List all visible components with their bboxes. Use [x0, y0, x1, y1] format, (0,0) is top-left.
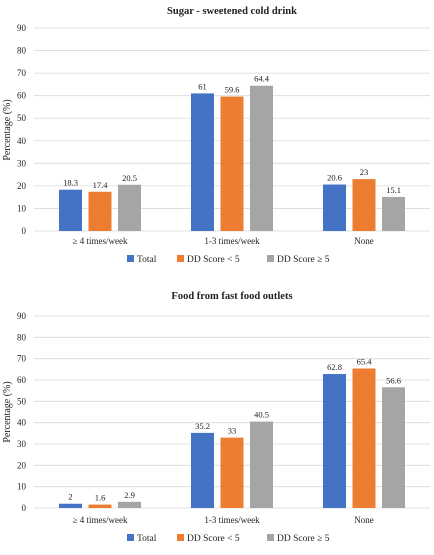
legend-swatch — [267, 255, 274, 262]
data-label: 1.6 — [95, 493, 106, 503]
y-tick-label: 60 — [17, 91, 27, 101]
bar-3 — [250, 421, 273, 508]
bar-1 — [191, 432, 214, 508]
bar-3 — [382, 196, 405, 231]
data-label: 61 — [198, 81, 207, 91]
data-label: 23 — [360, 167, 369, 177]
data-label: 17.4 — [93, 180, 109, 190]
legend-entry: Total — [137, 255, 157, 265]
data-label: 18.3 — [63, 178, 78, 188]
y-tick-label: 90 — [17, 23, 27, 33]
bar-1 — [323, 374, 346, 508]
legend-entry: DD Score ≥ 5 — [277, 534, 330, 544]
chart-1: Sugar - sweetened cold drink Percentage (… — [2, 6, 430, 265]
data-label: 2 — [68, 492, 72, 502]
y-tick-label: 50 — [17, 396, 27, 406]
bar-2 — [88, 504, 112, 508]
bar-3 — [118, 184, 141, 231]
data-label: 64.4 — [254, 74, 270, 84]
y-tick-label: 70 — [17, 354, 27, 364]
y-tick-label: 40 — [17, 418, 27, 428]
legend-swatch — [127, 534, 134, 541]
bar-2 — [352, 368, 376, 508]
bar-1 — [323, 184, 346, 231]
legend-swatch — [267, 534, 274, 541]
x-category-label: 1-3 times/week — [204, 515, 260, 525]
y-tick-label: 50 — [17, 113, 27, 123]
bar-1 — [191, 93, 214, 232]
legend: Total DD Score < 5 DD Score ≥ 5 — [127, 534, 330, 544]
legend-entry: Total — [137, 534, 157, 544]
bar-2 — [220, 437, 244, 508]
y-tick-label: 80 — [17, 332, 27, 342]
legend: Total DD Score < 5 DD Score ≥ 5 — [127, 255, 330, 265]
y-axis-label: Percentage (%) — [2, 99, 13, 160]
bar-2 — [220, 96, 244, 232]
chart-2: Food from fast food outlets Percentage (%… — [2, 291, 430, 544]
x-category-label: None — [354, 515, 374, 525]
y-tick-label: 90 — [17, 311, 27, 321]
data-label: 59.6 — [225, 85, 240, 95]
x-category-label: 1-3 times/week — [204, 236, 260, 246]
x-category-label: None — [354, 236, 374, 246]
x-category-label: ≥ 4 times/week — [73, 236, 128, 246]
legend-entry: DD Score ≥ 5 — [277, 255, 330, 265]
y-tick-label: 80 — [17, 46, 27, 56]
data-label: 20.6 — [327, 173, 342, 183]
y-tick-label: 60 — [17, 375, 27, 385]
data-label: 35.2 — [195, 421, 210, 431]
chart-title: Food from fast food outlets — [171, 291, 292, 302]
y-tick-label: 10 — [17, 482, 27, 492]
y-tick-label: 30 — [17, 439, 27, 449]
y-tick-label: 0 — [22, 503, 27, 513]
data-label: 62.8 — [327, 362, 342, 372]
data-label: 33 — [228, 426, 237, 436]
y-axis-label: Percentage (%) — [2, 381, 13, 442]
legend-swatch — [127, 255, 134, 262]
y-tick-label: 10 — [17, 203, 27, 213]
bar-1 — [59, 189, 82, 231]
legend-entry: DD Score < 5 — [187, 534, 240, 544]
bar-2 — [88, 191, 112, 231]
y-tick-label: 30 — [17, 158, 27, 168]
data-label: 20.5 — [122, 173, 137, 183]
data-label: 2.9 — [124, 490, 135, 500]
legend-entry: DD Score < 5 — [187, 255, 240, 265]
y-tick-label: 20 — [17, 460, 27, 470]
bar-3 — [250, 85, 273, 232]
data-label: 15.1 — [386, 185, 401, 195]
y-tick-label: 0 — [22, 226, 27, 236]
x-category-label: ≥ 4 times/week — [73, 515, 128, 525]
y-tick-label: 20 — [17, 181, 27, 191]
bar-3 — [382, 387, 405, 508]
bar-3 — [118, 501, 141, 508]
data-label: 56.6 — [386, 375, 401, 385]
legend-swatch — [177, 534, 184, 541]
y-tick-label: 70 — [17, 68, 27, 78]
chart-title: Sugar - sweetened cold drink — [167, 6, 297, 17]
data-label: 40.5 — [254, 410, 269, 420]
data-label: 65.4 — [357, 356, 373, 366]
bar-2 — [352, 179, 376, 231]
legend-swatch — [177, 255, 184, 262]
bar-1 — [59, 503, 82, 508]
y-tick-label: 40 — [17, 136, 27, 146]
